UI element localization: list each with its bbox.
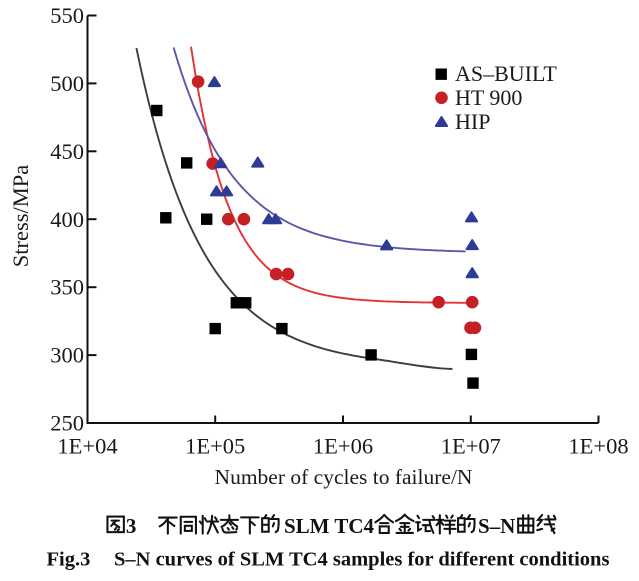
svg-text:Number of cycles to failure/N: Number of cycles to failure/N — [215, 465, 473, 489]
svg-text:250: 250 — [50, 411, 84, 436]
svg-text:500: 500 — [50, 71, 84, 96]
svg-text:Fig.3: Fig.3 — [47, 549, 91, 571]
svg-text:1E+04: 1E+04 — [57, 434, 117, 459]
svg-text:450: 450 — [50, 139, 84, 164]
svg-text:HT 900: HT 900 — [455, 85, 522, 110]
svg-text:SLM TC4: SLM TC4 — [284, 514, 375, 538]
svg-text:Stress/MPa: Stress/MPa — [8, 165, 33, 268]
svg-text:S–N curves of SLM TC4 samples: S–N curves of SLM TC4 samples for differ… — [114, 549, 609, 571]
svg-text:1E+08: 1E+08 — [568, 434, 628, 459]
svg-text:3: 3 — [126, 514, 136, 538]
svg-text:AS–BUILT: AS–BUILT — [455, 61, 557, 86]
svg-text:400: 400 — [50, 207, 84, 232]
svg-text:550: 550 — [50, 3, 84, 28]
svg-text:1E+07: 1E+07 — [441, 434, 501, 459]
svg-text:1E+06: 1E+06 — [313, 434, 373, 459]
svg-text:HIP: HIP — [455, 109, 490, 134]
svg-text:1E+05: 1E+05 — [185, 434, 245, 459]
svg-text:300: 300 — [50, 343, 84, 368]
svg-text:350: 350 — [50, 275, 84, 300]
svg-text:S–N: S–N — [478, 514, 515, 538]
